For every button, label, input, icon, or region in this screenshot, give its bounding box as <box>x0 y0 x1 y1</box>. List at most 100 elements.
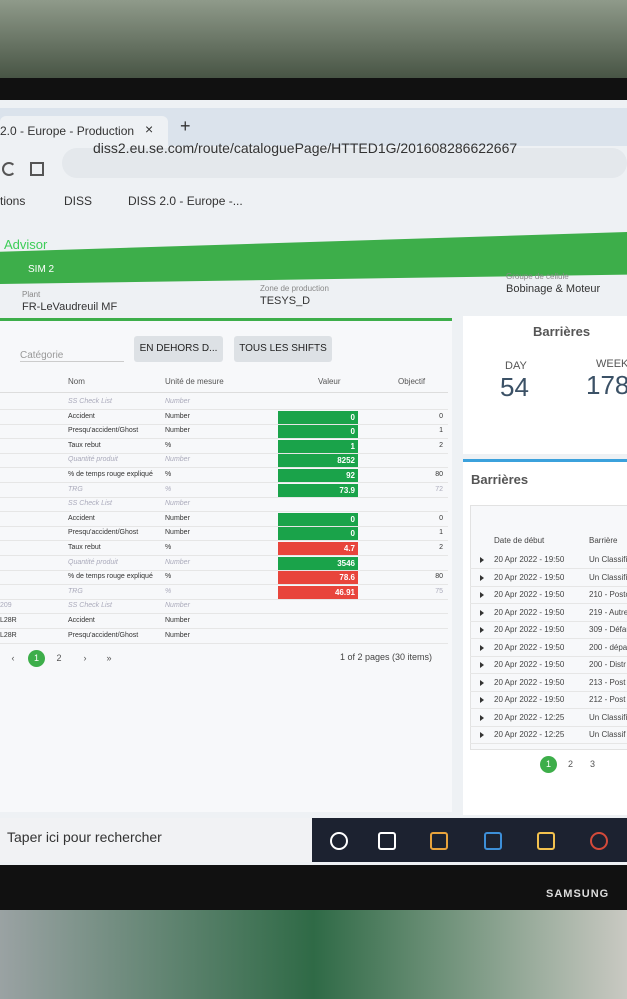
row-unit: Number <box>165 514 190 522</box>
row-name: % de temps rouge expliqué <box>68 573 153 581</box>
row-unit: Number <box>165 631 190 639</box>
row-id: L28R <box>0 631 17 639</box>
search-text[interactable]: Taper ici pour rechercher <box>7 829 162 845</box>
row-line <box>470 655 627 657</box>
week-value: 178 <box>586 370 627 400</box>
nav-tab[interactable]: SIM 2 <box>28 264 55 275</box>
pager-item[interactable]: ‹ <box>11 653 15 663</box>
filter-value[interactable]: FR-LeVaudreuil MF <box>22 301 118 313</box>
row-id: L28R <box>0 617 17 624</box>
row-line <box>0 584 448 586</box>
row-line <box>0 409 448 410</box>
barrier-date: 20 Apr 2022 - 19:50 <box>494 572 565 582</box>
row-line <box>0 569 448 571</box>
brand: SAMSUNG <box>546 888 610 900</box>
address-bar <box>62 148 627 178</box>
barrier-name: Un Classifi <box>589 572 627 582</box>
pager-item[interactable]: 3 <box>589 759 595 769</box>
expand-icon[interactable] <box>480 627 484 633</box>
row-name: Accident <box>68 412 95 420</box>
barrier-name: 213 - Post <box>589 677 626 687</box>
filter-value[interactable]: TESYS_D <box>260 295 311 307</box>
bookmark[interactable]: DISS <box>64 194 93 208</box>
pager-item[interactable]: » <box>106 653 112 663</box>
row-line <box>470 673 627 674</box>
row-line <box>0 642 448 644</box>
row-id: 209 <box>0 602 12 610</box>
row-name: TRG <box>68 587 83 595</box>
column-header: Objectif <box>398 377 426 386</box>
pager-item[interactable]: 2 <box>56 653 62 663</box>
taskbar-icon[interactable] <box>430 832 448 850</box>
value-cell: 73.9 <box>278 483 358 497</box>
expand-icon[interactable] <box>480 662 484 668</box>
expand-icon[interactable] <box>480 574 484 581</box>
pager-item[interactable]: 2 <box>567 759 573 769</box>
tab-close[interactable]: × <box>145 121 154 137</box>
row-name: Presqu'accident/Ghost <box>68 529 139 537</box>
barrier-date: 20 Apr 2022 - 19:50 <box>494 677 565 687</box>
barrier-name: 210 - Posto <box>589 590 627 599</box>
row-line <box>0 525 448 527</box>
row-line <box>470 620 627 622</box>
row-objective: 2 <box>439 544 443 551</box>
barrier-header: Date de début <box>494 536 545 545</box>
filter-button[interactable]: TOUS LES SHIFTS <box>234 336 332 362</box>
column-header: Unité de mesure <box>165 377 224 386</box>
taskbar-icon[interactable] <box>590 832 608 850</box>
kpi-panel <box>0 318 452 812</box>
expand-icon[interactable] <box>480 644 484 651</box>
row-line <box>0 496 448 498</box>
filter-button[interactable]: EN DEHORS D... <box>134 336 223 362</box>
row-name: Accident <box>68 514 95 522</box>
expand-icon[interactable] <box>480 732 484 738</box>
filter-label: Zone de production <box>260 284 329 293</box>
row-line <box>0 482 448 483</box>
barrier-table <box>470 505 627 750</box>
filter-label: Plant <box>22 290 41 299</box>
row-line <box>0 555 448 556</box>
taskbar-icon[interactable] <box>330 832 348 850</box>
pager-info: 1 of 2 pages (30 items) <box>340 652 433 662</box>
expand-icon[interactable] <box>480 609 484 616</box>
row-unit: % <box>165 471 172 478</box>
row-name: TRG <box>68 485 83 493</box>
barrier-date: 20 Apr 2022 - 12:25 <box>494 712 565 722</box>
row-objective: 1 <box>439 529 443 537</box>
summary-panel <box>463 316 627 454</box>
day-value: 54 <box>500 372 529 402</box>
taskbar-icon[interactable] <box>484 832 502 850</box>
value-cell: 8252 <box>278 454 358 468</box>
category-select[interactable]: Catégorie <box>20 350 124 362</box>
expand-icon[interactable] <box>480 697 484 703</box>
row-unit: Number <box>165 558 190 566</box>
taskbar-icon[interactable] <box>537 832 555 850</box>
expand-icon[interactable] <box>480 679 484 686</box>
new-tab[interactable]: + <box>180 116 191 136</box>
home-icon <box>30 162 44 176</box>
row-name: Taux rebut <box>68 441 101 449</box>
row-name: Taux rebut <box>68 544 101 551</box>
pager-item[interactable]: › <box>83 653 87 663</box>
pager-item[interactable]: 1 <box>540 756 557 773</box>
summary-title: Barrières <box>533 324 591 339</box>
row-line <box>0 423 448 425</box>
barrier-name: 309 - Défau <box>589 625 627 634</box>
expand-icon[interactable] <box>480 557 484 563</box>
value-cell: 0 <box>278 425 358 439</box>
bookmark[interactable]: tions <box>0 194 26 208</box>
row-unit: Number <box>165 617 190 624</box>
expand-icon[interactable] <box>480 592 484 598</box>
pager-item[interactable]: 1 <box>28 650 45 667</box>
column-header: Nom <box>68 377 85 386</box>
barrier-name: Un Classifi <box>589 712 627 722</box>
taskbar-icon[interactable] <box>378 832 396 850</box>
bookmark[interactable]: DISS 2.0 - Europe -... <box>128 194 243 208</box>
value-cell: 1 <box>278 439 358 453</box>
row-line <box>470 708 627 709</box>
filter-value[interactable]: Bobinage & Moteur <box>506 283 601 295</box>
value-cell: 3546 <box>278 556 358 570</box>
tab <box>0 116 168 146</box>
expand-icon[interactable] <box>480 714 484 721</box>
barrier-title: Barrières <box>471 472 529 487</box>
